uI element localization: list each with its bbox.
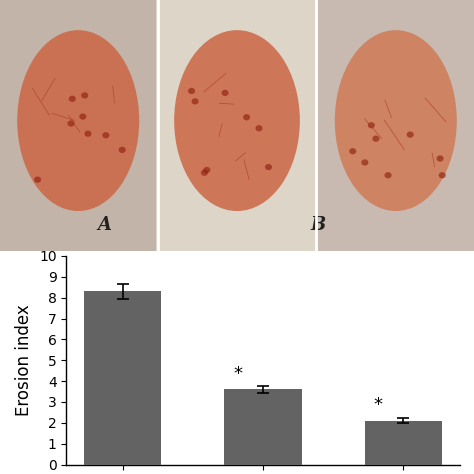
Ellipse shape: [255, 125, 263, 131]
Ellipse shape: [79, 113, 86, 120]
Text: *: *: [374, 396, 383, 414]
Ellipse shape: [118, 147, 126, 153]
Ellipse shape: [368, 122, 375, 128]
Ellipse shape: [34, 176, 41, 183]
Ellipse shape: [221, 90, 228, 96]
Ellipse shape: [349, 148, 356, 155]
Ellipse shape: [191, 98, 199, 104]
Ellipse shape: [243, 114, 250, 120]
Ellipse shape: [384, 172, 392, 178]
Ellipse shape: [69, 96, 76, 102]
Ellipse shape: [361, 159, 368, 165]
Bar: [0, 0, 156, 251]
Ellipse shape: [102, 132, 109, 138]
Ellipse shape: [188, 88, 195, 94]
Ellipse shape: [335, 30, 457, 211]
Text: *: *: [233, 365, 242, 383]
Ellipse shape: [439, 172, 446, 178]
Bar: [365, 421, 442, 465]
Ellipse shape: [84, 130, 91, 137]
Ellipse shape: [201, 170, 208, 176]
Ellipse shape: [81, 92, 88, 99]
Bar: [84, 292, 161, 465]
Ellipse shape: [174, 30, 300, 211]
Y-axis label: Erosion index: Erosion index: [16, 304, 34, 416]
Text: B: B: [310, 216, 325, 234]
Bar: [156, 0, 318, 251]
Ellipse shape: [407, 131, 414, 138]
Ellipse shape: [17, 30, 139, 211]
Ellipse shape: [203, 167, 210, 173]
Ellipse shape: [265, 164, 272, 170]
Bar: [225, 390, 301, 465]
Ellipse shape: [67, 120, 74, 127]
Bar: [318, 0, 474, 251]
Ellipse shape: [437, 155, 444, 162]
Ellipse shape: [373, 136, 380, 142]
Text: A: A: [97, 216, 111, 234]
